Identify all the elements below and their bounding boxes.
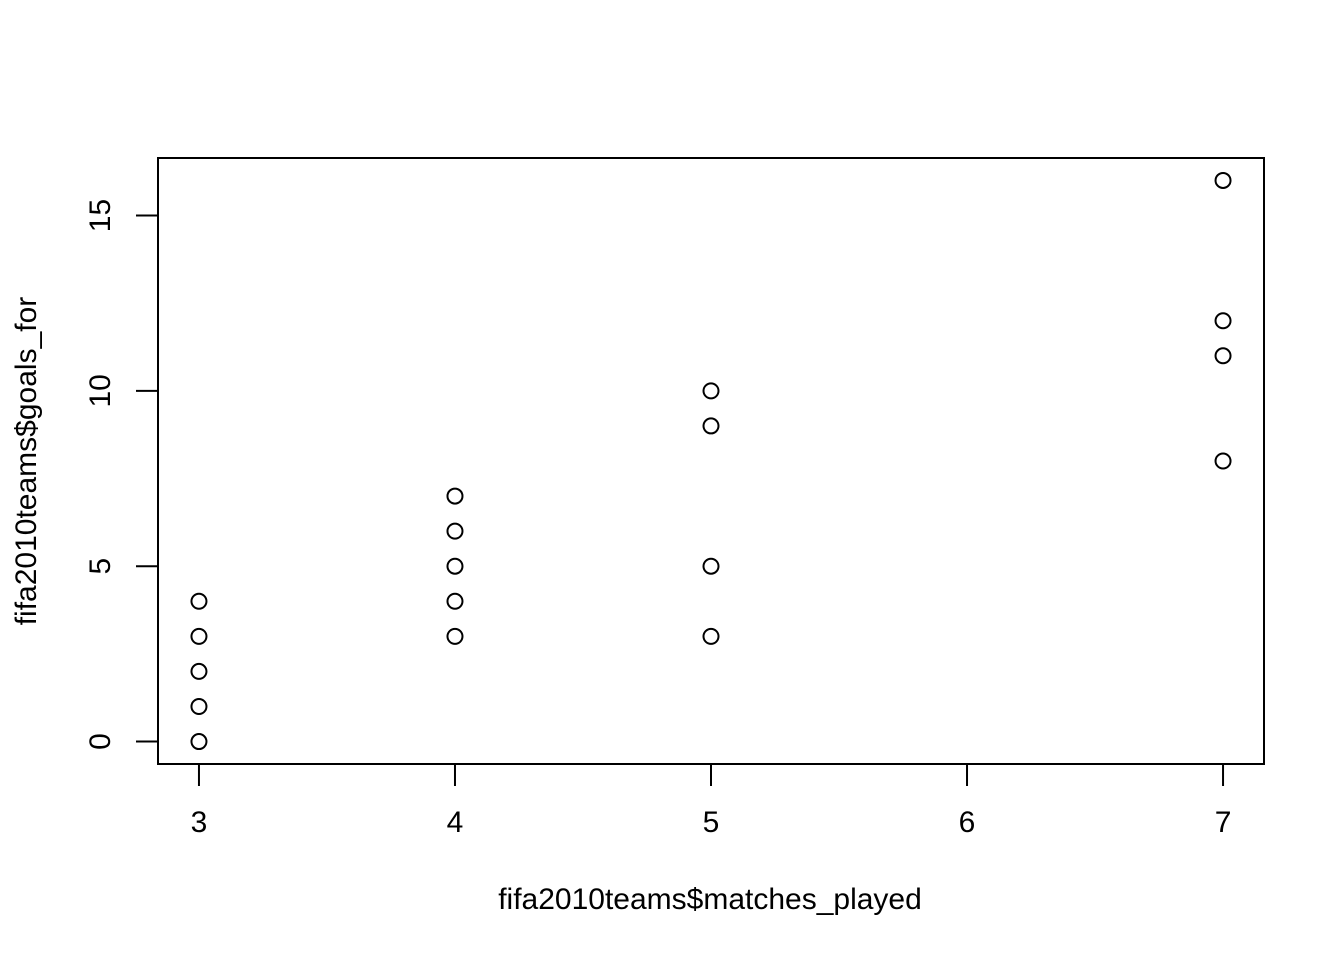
x-tick-label: 7 [1215,806,1232,839]
y-tick-label: 15 [84,199,117,232]
x-axis: 3 4 5 6 7 [191,763,1232,839]
x-tick-label: 5 [703,806,720,839]
data-point [446,557,464,575]
data-point [1214,171,1232,189]
data-point [446,627,464,645]
y-axis-label: fifa2010teams$goals_for [10,297,43,626]
data-point [190,697,208,715]
data-point [702,627,720,645]
data-point [1214,347,1232,365]
data-point [1214,452,1232,470]
x-tick-label: 4 [447,806,464,839]
data-point [190,733,208,751]
data-point [446,487,464,505]
data-point [190,592,208,610]
data-point [702,382,720,400]
data-point [1214,312,1232,330]
data-point [446,592,464,610]
plot-frame [157,157,1265,765]
data-point [702,557,720,575]
y-axis: 0 5 10 15 [84,199,159,750]
x-axis-label: fifa2010teams$matches_played [498,883,922,916]
y-tick-label: 5 [84,558,117,575]
y-tick-label: 0 [84,733,117,750]
x-tick-label: 6 [959,806,976,839]
y-tick-label: 10 [84,374,117,407]
data-point [446,522,464,540]
data-points [190,171,1232,751]
data-point [190,662,208,680]
x-tick-label: 3 [191,806,208,839]
data-point [702,417,720,435]
data-point [190,627,208,645]
